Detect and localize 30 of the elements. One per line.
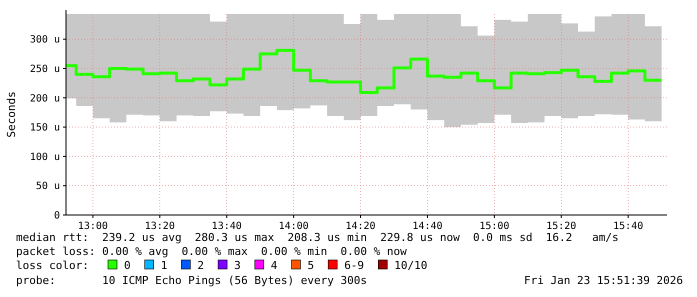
legend-label: 0 — [124, 259, 131, 272]
y-tick-label: 150 u — [30, 122, 60, 134]
x-tick-label: 13:40 — [212, 221, 242, 232]
y-tick-label: 50 u — [36, 181, 60, 192]
legend-label: 3 — [234, 259, 241, 272]
legend-label: 4 — [270, 259, 278, 272]
x-tick-label: 15:40 — [613, 221, 644, 232]
text: probe: 10 ICMP Echo Pings (56 Bytes) every 300s — [16, 274, 367, 287]
legend-label: 5 — [308, 259, 314, 272]
text: Fri Jan 23 15:51:39 2026 — [524, 274, 683, 287]
legend-title: loss color: — [16, 259, 89, 272]
x-tick-label: 15:20 — [546, 221, 576, 232]
y-tick-label: 250 u — [30, 64, 60, 75]
x-tick-label: 14:20 — [345, 221, 376, 232]
legend-label: 2 — [197, 259, 204, 272]
y-tick-label: 100 u — [30, 152, 60, 163]
x-tick-label: 13:20 — [144, 221, 175, 232]
legend-label: 10/10 — [394, 259, 428, 272]
x-tick-label: 14:40 — [412, 221, 443, 232]
y-tick-label: 200 u — [30, 93, 60, 104]
y-tick-label: 0 — [54, 210, 60, 222]
text: median rtt: 239.2 us avg 280.3 us max 208.3 us min 229.8 us now 0.0 ms sd 16.2 am/s — [16, 231, 619, 244]
x-tick-label: 13:00 — [78, 221, 108, 232]
x-tick-label: 14:00 — [278, 221, 309, 232]
x-tick-label: 15:00 — [479, 221, 510, 232]
legend-label: 6-9 — [344, 259, 364, 272]
text: packet loss: 0.00 % avg 0.00 % max 0.00 % min 0.00 % now — [16, 245, 408, 258]
y-tick-label: 300 u — [30, 34, 60, 46]
legend-label: 1 — [160, 259, 168, 272]
y-axis-title: Seconds — [5, 91, 18, 138]
